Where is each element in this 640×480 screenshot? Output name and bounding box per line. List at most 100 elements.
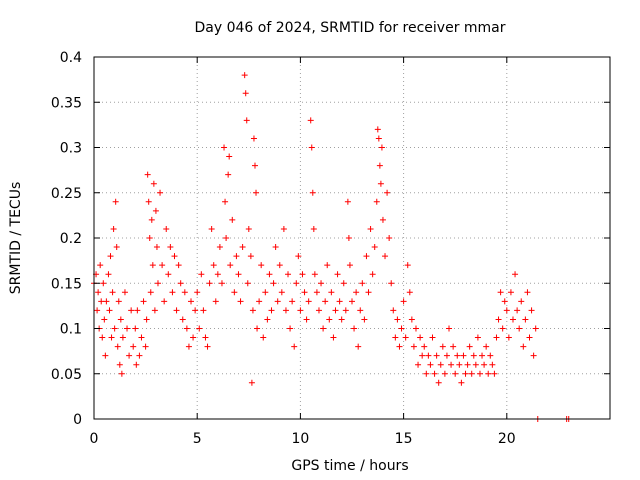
data-point — [412, 325, 419, 332]
data-point — [145, 198, 152, 205]
data-point — [340, 280, 347, 287]
data-point — [530, 352, 537, 359]
data-point — [522, 316, 529, 323]
data-point — [97, 262, 104, 269]
data-point — [406, 289, 413, 296]
data-point — [101, 316, 108, 323]
data-point — [431, 370, 438, 377]
data-point — [109, 289, 116, 296]
data-point — [237, 298, 244, 305]
grid-lines — [94, 57, 610, 419]
data-point — [136, 352, 143, 359]
data-point — [107, 253, 114, 260]
data-point — [384, 189, 391, 196]
data-point — [192, 307, 199, 314]
data-point — [460, 352, 467, 359]
data-point — [336, 298, 343, 305]
data-point — [247, 253, 254, 260]
y-tick-label: 0.3 — [60, 141, 82, 157]
data-point — [489, 361, 496, 368]
data-point — [159, 262, 166, 269]
data-point — [202, 334, 209, 341]
data-point — [516, 325, 523, 332]
data-point — [99, 334, 106, 341]
data-point — [280, 225, 287, 232]
data-point — [229, 216, 236, 223]
data-point — [100, 280, 107, 287]
data-point — [526, 334, 533, 341]
data-point — [113, 244, 120, 251]
data-point — [456, 361, 463, 368]
data-point — [254, 325, 261, 332]
data-point — [223, 235, 230, 241]
data-point — [334, 271, 341, 278]
data-point — [375, 135, 382, 142]
x-tick-labels: 0 5 10 15 20 — [90, 431, 516, 447]
data-point — [462, 370, 469, 377]
data-point — [301, 289, 308, 296]
data-point — [227, 262, 234, 269]
plot-frame — [93, 56, 611, 420]
data-point — [210, 262, 217, 269]
data-point — [361, 316, 368, 323]
data-point — [221, 144, 228, 151]
y-tick-labels: 0 0.05 0.1 0.15 0.2 0.25 0.3 0.35 0.4 — [51, 50, 82, 428]
data-point — [165, 271, 172, 278]
data-point — [493, 334, 500, 341]
data-point — [481, 361, 488, 368]
x-tick-label: 5 — [193, 431, 202, 447]
data-point — [233, 253, 240, 260]
data-point — [200, 307, 207, 314]
data-point — [433, 352, 440, 359]
data-point — [154, 280, 161, 287]
data-point — [293, 280, 300, 287]
data-point — [305, 298, 312, 305]
data-point — [518, 298, 525, 305]
data-point — [287, 325, 294, 332]
data-point — [94, 307, 101, 314]
data-point — [150, 180, 157, 187]
data-point — [119, 334, 126, 341]
y-tick-label: 0.4 — [60, 50, 82, 66]
data-point — [479, 352, 486, 359]
data-point — [452, 370, 459, 377]
data-point — [472, 361, 479, 368]
data-point — [235, 271, 242, 278]
data-point — [342, 307, 349, 314]
data-point — [212, 298, 219, 305]
data-point — [505, 334, 512, 341]
data-point — [509, 316, 516, 323]
data-point — [376, 162, 383, 169]
data-point — [121, 289, 128, 296]
data-point — [400, 298, 407, 305]
y-tick-label: 0.2 — [60, 231, 82, 247]
data-point — [439, 343, 446, 350]
data-point — [225, 171, 232, 178]
data-point — [359, 280, 366, 287]
data-point — [258, 262, 265, 269]
data-point — [378, 144, 385, 151]
data-point — [266, 271, 273, 278]
data-point — [507, 289, 514, 296]
data-point — [446, 325, 453, 332]
data-point — [497, 289, 504, 296]
data-point — [251, 162, 258, 169]
data-point — [441, 370, 448, 377]
data-point — [332, 307, 339, 314]
data-point — [491, 370, 498, 377]
data-point — [318, 280, 325, 287]
data-point — [115, 298, 122, 305]
data-point — [320, 325, 327, 332]
data-point — [501, 298, 508, 305]
data-point — [303, 316, 310, 323]
data-point — [206, 280, 213, 287]
data-point — [289, 298, 296, 305]
data-point — [421, 343, 428, 350]
data-point — [128, 307, 135, 314]
data-point — [470, 352, 477, 359]
data-point — [214, 271, 221, 278]
data-point — [105, 271, 112, 278]
data-point — [485, 370, 492, 377]
data-point — [315, 307, 322, 314]
data-point — [169, 289, 176, 296]
